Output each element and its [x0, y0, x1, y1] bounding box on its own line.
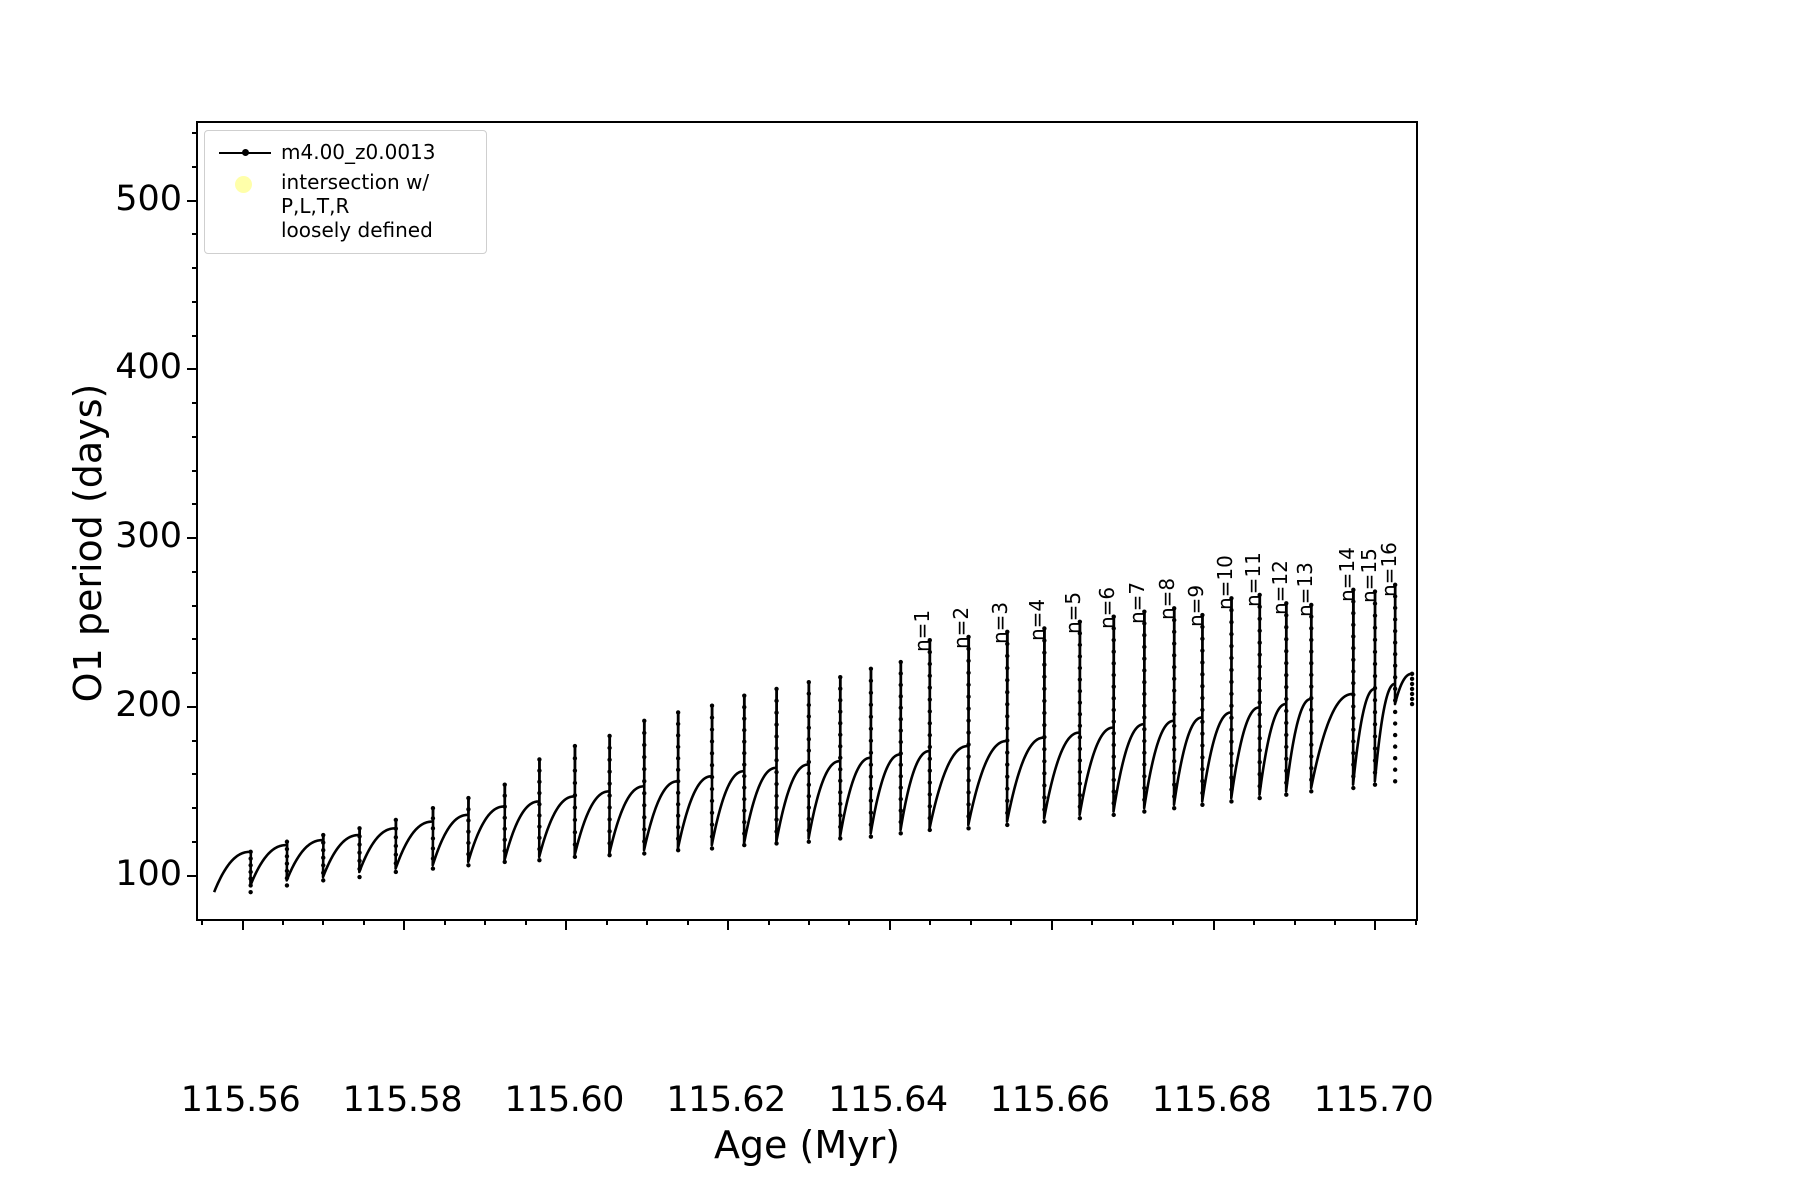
spike-annotation: n=13 — [1292, 562, 1317, 617]
y-tick-minor — [192, 300, 198, 303]
spike-annotation: n=16 — [1376, 541, 1401, 597]
y-tick-minor — [192, 672, 198, 675]
x-tick-minor — [322, 919, 325, 925]
y-tick-label: 100 — [115, 853, 182, 894]
x-tick-minor — [484, 919, 487, 925]
y-tick-minor — [192, 773, 198, 776]
y-tick-minor — [192, 739, 198, 742]
y-tick-minor — [192, 165, 198, 168]
spike-annotation: n=8 — [1155, 578, 1180, 621]
x-tick-minor — [1010, 919, 1013, 925]
y-tick-major — [187, 705, 198, 708]
y-tick-minor — [192, 402, 198, 405]
y-tick-minor — [192, 469, 198, 472]
x-tick-major — [565, 919, 568, 930]
y-tick-minor — [192, 334, 198, 337]
x-tick-minor — [1293, 919, 1296, 925]
spike-annotation: n=14 — [1334, 546, 1359, 602]
x-tick-major — [888, 919, 891, 930]
y-tick-minor — [192, 132, 198, 135]
y-tick-minor — [192, 570, 198, 573]
x-tick-label: 115.62 — [666, 1080, 786, 1120]
y-tick-minor — [192, 638, 198, 641]
legend-label-intersection: intersection w/ P,L,T,R loosely defined — [281, 170, 433, 242]
y-tick-major — [187, 537, 198, 540]
legend-dot-marker-icon — [217, 170, 273, 196]
x-tick-major — [1374, 919, 1377, 930]
y-tick-major — [187, 874, 198, 877]
legend-entry-series[interactable]: m4.00_z0.0013 — [217, 140, 474, 166]
x-tick-minor — [808, 919, 810, 925]
x-tick-minor — [767, 919, 770, 925]
spike-annotation: n=5 — [1060, 591, 1085, 634]
legend-line-marker-icon — [217, 140, 273, 166]
x-tick-minor — [646, 919, 649, 925]
x-tick-major — [1212, 919, 1215, 930]
x-tick-minor — [362, 919, 365, 925]
y-tick-minor — [192, 233, 198, 236]
spike-annotation: n=6 — [1094, 586, 1119, 629]
x-tick-minor — [524, 919, 527, 925]
x-tick-minor — [929, 919, 932, 925]
x-tick-major — [727, 919, 730, 930]
x-tick-minor — [443, 919, 446, 925]
x-tick-minor — [201, 919, 204, 925]
x-tick-minor — [848, 919, 851, 925]
y-tick-major — [187, 199, 198, 202]
x-tick-minor — [1131, 919, 1134, 925]
x-tick-minor — [1091, 919, 1094, 925]
spike-annotation: n=4 — [1024, 598, 1049, 641]
y-axis-label: O1 period (days) — [66, 383, 110, 703]
x-tick-minor — [969, 919, 972, 925]
y-tick-minor — [192, 840, 198, 843]
y-tick-minor — [192, 267, 198, 270]
series-markers — [248, 582, 1415, 895]
y-tick-minor — [192, 604, 198, 607]
x-tick-label: 115.56 — [180, 1080, 301, 1120]
legend[interactable]: m4.00_z0.0013 intersection w/ P,L,T,R lo… — [204, 130, 487, 254]
x-tick-major — [403, 919, 406, 930]
x-tick-minor — [1414, 919, 1417, 925]
x-tick-major — [1050, 919, 1053, 930]
spike-annotation: n=7 — [1125, 581, 1150, 624]
y-tick-label: 500 — [115, 178, 182, 219]
x-tick-minor — [1253, 919, 1256, 925]
plot-area — [187, 121, 1418, 930]
x-tick-label: 115.70 — [1313, 1080, 1434, 1120]
spike-annotation: n=11 — [1241, 551, 1265, 607]
x-tick-minor — [1334, 919, 1337, 925]
x-tick-minor — [605, 919, 608, 925]
x-tick-minor — [281, 919, 284, 925]
x-tick-label: 115.66 — [990, 1080, 1110, 1120]
x-tick-label: 115.64 — [828, 1080, 948, 1120]
y-tick-label: 300 — [115, 516, 182, 557]
x-tick-minor — [1172, 919, 1175, 925]
y-tick-minor — [192, 503, 198, 506]
y-tick-label: 200 — [115, 684, 182, 725]
legend-label-series: m4.00_z0.0013 — [281, 140, 436, 164]
spike-annotation: n=3 — [987, 601, 1012, 644]
y-tick-minor — [192, 807, 198, 810]
x-tick-label: 115.60 — [504, 1080, 624, 1120]
x-tick-major — [241, 919, 244, 930]
x-axis-label: Age (Myr) — [713, 1123, 901, 1167]
spike-annotation: n=2 — [948, 606, 973, 650]
spike-annotation: n=9 — [1183, 584, 1208, 628]
spike-annotation: n=12 — [1267, 560, 1292, 616]
legend-entry-intersection[interactable]: intersection w/ P,L,T,R loosely defined — [217, 170, 474, 242]
spike-annotation: n=1 — [910, 610, 934, 653]
y-tick-major — [187, 368, 198, 371]
spike-annotation: n=10 — [1212, 555, 1237, 611]
x-tick-label: 115.68 — [1151, 1080, 1272, 1120]
data-curve — [212, 582, 1415, 895]
y-tick-minor — [192, 435, 198, 438]
series-line-m4-z0013 — [212, 583, 1414, 893]
y-tick-label: 400 — [115, 347, 182, 388]
x-tick-label: 115.58 — [342, 1080, 463, 1120]
x-tick-minor — [686, 919, 689, 925]
